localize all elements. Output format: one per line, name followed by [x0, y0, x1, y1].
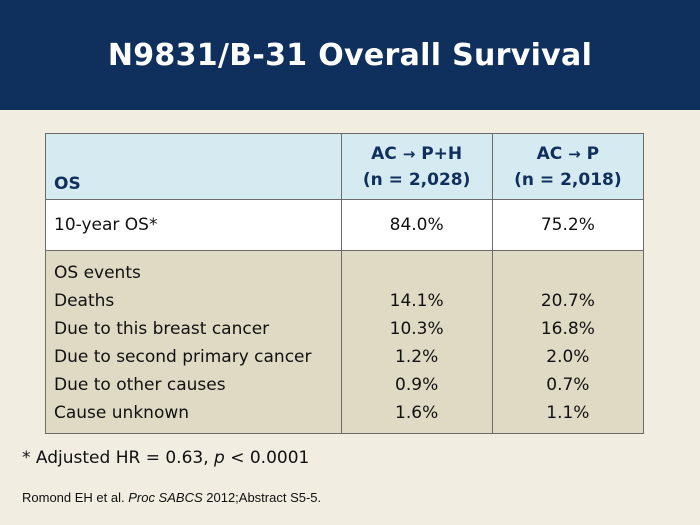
- events-value: 14.1%: [389, 291, 444, 311]
- os-table: OS AC → P+H (n = 2,028) AC → P (n = 2,01…: [45, 133, 645, 434]
- events-heading: OS events: [54, 263, 141, 283]
- events-value: 20.7%: [540, 291, 595, 311]
- footnote: * Adjusted HR = 0.63, p < 0.0001: [22, 448, 310, 468]
- events-label: Due to other causes: [54, 375, 226, 395]
- arrow-icon: →: [402, 144, 416, 163]
- events-value: 16.8%: [540, 319, 595, 339]
- events-value: 0.9%: [395, 375, 439, 395]
- header-arm-1-regimen: AC → P+H: [371, 143, 463, 164]
- events-labels: OS events Deaths Due to this breast canc…: [45, 250, 342, 434]
- table-header-row: OS AC → P+H (n = 2,028) AC → P (n = 2,01…: [45, 133, 645, 200]
- title-bar: N9831/B-31 Overall Survival: [0, 0, 700, 110]
- os-row-label: 10-year OS*: [45, 199, 342, 251]
- events-arm-2: 20.7% 16.8% 2.0% 0.7% 1.1%: [491, 250, 645, 434]
- header-arm-2-regimen: AC → P: [536, 143, 600, 164]
- events-label: Cause unknown: [54, 403, 190, 423]
- slide-title: N9831/B-31 Overall Survival: [107, 37, 593, 73]
- header-arm-1-n: (n = 2,028): [362, 169, 471, 190]
- os-row-arm-2: 75.2%: [491, 199, 645, 251]
- header-arm-2-n: (n = 2,018): [514, 169, 622, 190]
- events-value: 1.2%: [395, 347, 439, 367]
- events-label: Due to second primary cancer: [54, 347, 312, 367]
- events-value: 10.3%: [389, 319, 444, 339]
- events-arm-1: 14.1% 10.3% 1.2% 0.9% 1.6%: [340, 250, 493, 434]
- events-value: 1.1%: [546, 403, 590, 423]
- header-arm-1: AC → P+H (n = 2,028): [340, 133, 493, 200]
- table-row-os-events: OS events Deaths Due to this breast canc…: [45, 250, 645, 434]
- events-value: 2.0%: [546, 347, 590, 367]
- citation: Romond EH et al. Proc SABCS 2012;Abstrac…: [22, 490, 322, 505]
- events-value: 1.6%: [395, 403, 439, 423]
- table-row-10yr-os: 10-year OS* 84.0% 75.2%: [45, 199, 645, 251]
- events-value: 0.7%: [546, 375, 590, 395]
- header-arm-2: AC → P (n = 2,018): [491, 133, 645, 200]
- arrow-icon: →: [568, 144, 581, 163]
- header-os-label: OS: [45, 133, 342, 200]
- events-label: Deaths: [54, 291, 115, 311]
- os-row-arm-1: 84.0%: [340, 199, 493, 251]
- events-label: Due to this breast cancer: [54, 319, 270, 339]
